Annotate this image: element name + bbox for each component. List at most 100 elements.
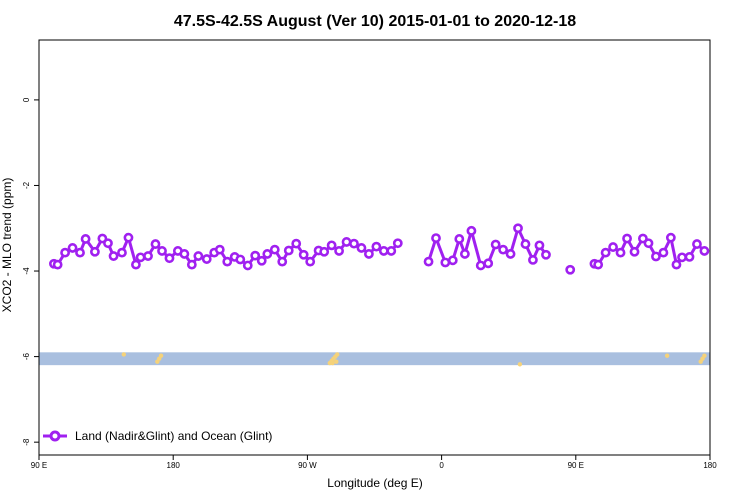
- data-point: [423, 256, 434, 267]
- data-point: [665, 232, 676, 243]
- data-point: [235, 254, 246, 265]
- legend-entry-label: Land (Nadir&Glint) and Ocean (Glint): [75, 429, 272, 443]
- data-point: [440, 257, 451, 268]
- data-point: [250, 250, 261, 261]
- x-tick-label: 180: [703, 461, 717, 470]
- data-point: [179, 249, 190, 259]
- data-point: [326, 240, 337, 251]
- data-point: [349, 238, 359, 249]
- data-point: [117, 247, 127, 258]
- data-point: [364, 249, 374, 259]
- data-point: [103, 238, 113, 249]
- x-tick-label: 0: [439, 461, 444, 470]
- data-point: [283, 245, 294, 256]
- data-point: [629, 246, 640, 257]
- x-tick-label: 90 E: [31, 461, 47, 470]
- data-point: [143, 251, 153, 261]
- data-point: [541, 249, 551, 260]
- data-point: [622, 233, 632, 244]
- data-point: [447, 255, 458, 266]
- data-point: [658, 247, 669, 258]
- land-mark: [517, 362, 523, 367]
- land-mark: [664, 353, 670, 358]
- land-mark: [334, 359, 339, 364]
- land-mark: [330, 360, 335, 366]
- data-point: [298, 249, 309, 260]
- data-point: [520, 239, 531, 249]
- data-point: [593, 259, 604, 270]
- data-point: [534, 240, 545, 251]
- data-point: [356, 243, 367, 253]
- data-point: [277, 256, 288, 267]
- data-point: [341, 237, 352, 247]
- land-mark: [121, 352, 127, 357]
- data-point: [90, 246, 100, 257]
- data-point: [262, 249, 273, 259]
- y-tick-label: -6: [22, 352, 31, 360]
- x-axis: 90 E 180 90 W 0 90 E 180: [31, 455, 717, 470]
- legend-marker-swatch: [49, 430, 61, 442]
- data-point: [193, 251, 204, 261]
- data-point: [684, 252, 695, 262]
- data-point: [150, 239, 161, 249]
- data-point: [505, 249, 516, 259]
- data-point: [222, 256, 233, 267]
- y-tick-label: 0: [22, 97, 31, 102]
- x-tick-label: 180: [167, 461, 181, 470]
- plot-area: [39, 223, 710, 367]
- y-axis: 0 -2 -4 -6 -8: [22, 97, 39, 446]
- x-tick-label: 90 E: [568, 461, 584, 470]
- chart-title: 47.5S-42.5S August (Ver 10) 2015-01-01 t…: [174, 13, 576, 30]
- data-point: [123, 232, 134, 243]
- data-point: [186, 259, 197, 270]
- legend: Land (Nadir&Glint) and Ocean (Glint): [43, 429, 272, 443]
- data-point: [67, 243, 78, 253]
- data-point: [201, 254, 212, 264]
- data-point: [513, 223, 523, 234]
- y-tick-label: -8: [22, 438, 31, 446]
- data-point: [528, 255, 538, 265]
- data-point: [392, 238, 403, 249]
- data-point: [565, 264, 576, 275]
- data-point: [459, 249, 470, 259]
- data-point: [305, 256, 316, 267]
- data-point: [454, 234, 465, 244]
- data-point: [214, 244, 225, 255]
- data-point: [671, 259, 682, 270]
- data-point: [490, 239, 501, 250]
- land-mark: [335, 352, 340, 357]
- data-point: [242, 260, 253, 271]
- data-point: [108, 251, 119, 261]
- data-point: [269, 244, 280, 255]
- data-point: [164, 253, 175, 264]
- data-point: [643, 238, 654, 249]
- y-axis-label: XCO2 - MLO trend (ppm): [0, 178, 14, 313]
- data-point: [431, 233, 441, 243]
- data-point: [131, 259, 141, 270]
- y-tick-label: -2: [22, 181, 31, 189]
- data-point: [483, 258, 494, 269]
- y-tick-label: -4: [22, 267, 31, 275]
- data-point: [75, 247, 85, 258]
- x-axis-label: Longitude (deg E): [327, 476, 422, 490]
- data-point: [291, 238, 302, 249]
- x-tick-label: 90 W: [298, 461, 317, 470]
- data-point: [80, 234, 91, 244]
- data-point: [615, 247, 626, 258]
- data-point: [60, 247, 70, 258]
- data-point: [135, 252, 146, 263]
- land-mark: [702, 353, 707, 358]
- data-point: [386, 246, 397, 256]
- data-point: [699, 246, 710, 256]
- data-point: [651, 251, 661, 262]
- data-point: [677, 252, 687, 263]
- data-point: [498, 244, 509, 255]
- plot-frame: [38, 39, 711, 456]
- land-mark: [158, 353, 164, 358]
- data-point: [475, 260, 486, 271]
- data-point: [334, 246, 344, 256]
- data-point: [600, 247, 611, 258]
- data-point: [256, 255, 267, 266]
- data-point: [371, 241, 382, 252]
